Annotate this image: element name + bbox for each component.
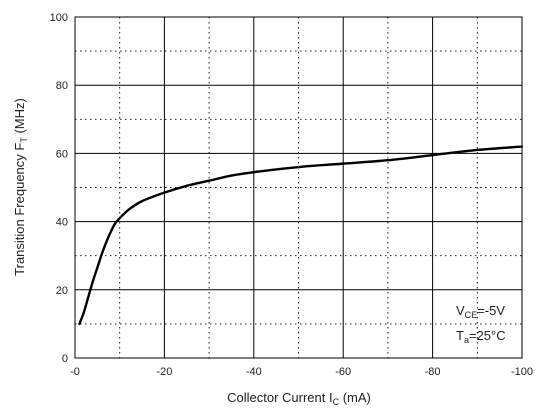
y-axis-label-unit: (MHz): [12, 98, 27, 137]
y-tick-label: 40: [56, 217, 68, 229]
annotation-ta: Ta=25°C: [456, 328, 506, 345]
tick-labels: -0 -20 -40 -60 -80 -100 0 20 40 60 80 100: [50, 12, 533, 378]
y-tick-label: 100: [50, 12, 68, 24]
x-tick-label: -0: [70, 366, 80, 378]
plot-frame: [74, 16, 523, 359]
y-tick-label: 20: [56, 285, 68, 297]
x-axis-label-subscript: C: [333, 397, 340, 407]
y-tick-label: 80: [56, 80, 68, 92]
annotation-vce-main: V: [456, 303, 465, 318]
y-tick-label: 60: [56, 148, 68, 160]
annotation-vce-subscript: CE: [465, 310, 478, 320]
x-tick-label: -40: [246, 366, 262, 378]
x-axis-label: Collector Current IC (mA): [227, 390, 371, 407]
y-axis-label-subscript: T: [19, 137, 29, 143]
annotation-vce: VCE=-5V: [456, 303, 505, 320]
annotation-ta-subscript: a: [464, 335, 469, 345]
x-axis-label-main: Collector Current I: [227, 390, 332, 405]
x-tick-label: -100: [511, 366, 533, 378]
series-line: [78, 145, 524, 326]
annotation-ta-value: =25°C: [469, 328, 506, 343]
annotation-ta-main: T: [456, 328, 464, 343]
x-tick-label: -20: [156, 366, 172, 378]
annotation-vce-value: =-5V: [477, 303, 505, 318]
y-axis-label: Transition Frequency FT (MHz): [12, 98, 29, 276]
x-tick-label: -60: [335, 366, 351, 378]
x-axis-label-unit: (mA): [339, 390, 371, 405]
y-axis-label-main: Transition Frequency F: [12, 143, 27, 276]
x-tick-label: -80: [425, 366, 441, 378]
y-tick-label: 0: [62, 353, 68, 365]
grid: [75, 17, 522, 358]
